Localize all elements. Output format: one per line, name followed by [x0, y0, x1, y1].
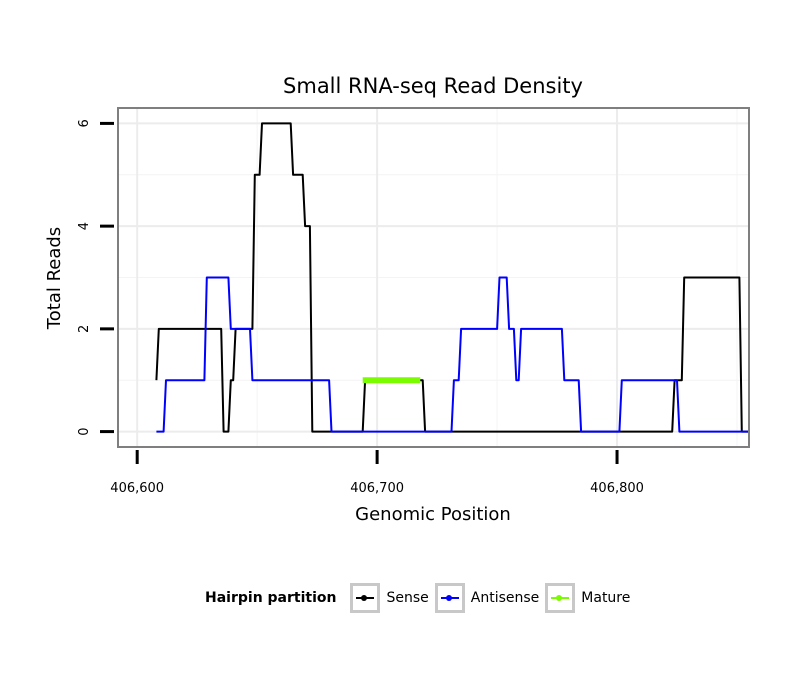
y-tick-label: 4 [77, 222, 92, 230]
axes: 406,600 406,700 406,800 0 2 4 6 [77, 119, 644, 496]
plot-border [117, 107, 750, 448]
legend-key-antisense [434, 583, 465, 613]
y-axis-label: Total Reads [44, 227, 65, 330]
x-tick-label: 406,600 [110, 481, 164, 496]
legend-label-antisense: Antisense [470, 590, 540, 606]
y-tick-label: 2 [77, 325, 92, 333]
series-lines [155, 122, 749, 433]
legend-item-sense: Sense [350, 583, 429, 613]
legend-key-mature [545, 583, 576, 613]
x-axis-label: Genomic Position [355, 504, 511, 525]
series-antisense-line [156, 276, 749, 433]
legend-item-antisense: Antisense [434, 583, 540, 613]
y-tick-label: 6 [77, 119, 92, 127]
x-tick-label: 406,800 [590, 481, 644, 496]
legend-item-mature: Mature [545, 583, 630, 613]
legend-title: Hairpin partition [205, 590, 337, 606]
legend-label-mature: Mature [581, 590, 631, 606]
x-tick-label: 406,700 [350, 481, 404, 496]
legend-label-sense: Sense [386, 590, 429, 606]
legend: Hairpin partition Sense Antisense Mature [205, 578, 636, 618]
legend-key-sense [350, 583, 381, 613]
chart-title: Small RNA-seq Read Density [283, 74, 583, 98]
y-tick-label: 0 [77, 427, 92, 435]
